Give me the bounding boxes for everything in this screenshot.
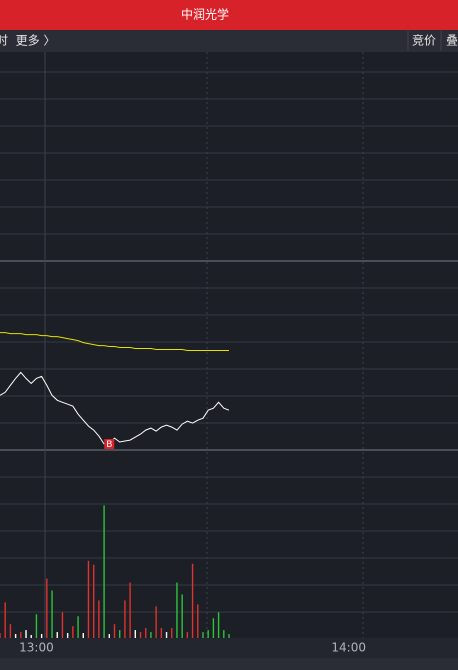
volume-bar — [129, 582, 131, 638]
x-tick-label: 13:00 — [19, 641, 54, 655]
volume-bar — [191, 563, 194, 638]
volume-bar — [103, 505, 105, 638]
volume-bar — [197, 604, 199, 638]
volume-bar — [61, 612, 64, 638]
volume-bar — [165, 632, 168, 638]
auction-button[interactable]: 竞价 — [412, 34, 436, 48]
volume-bar — [181, 594, 183, 638]
volume-bar — [124, 600, 126, 638]
bottom-strip — [0, 658, 458, 670]
volume-bar — [56, 632, 58, 638]
volume-bar — [223, 630, 225, 638]
volume-bar — [155, 606, 157, 638]
title-bar — [0, 0, 458, 30]
volume-bar — [171, 628, 173, 638]
volume-bar — [82, 633, 84, 638]
stock-title: 中润光学 — [181, 7, 229, 22]
volume-bar — [98, 600, 100, 638]
volume-bar — [108, 634, 110, 638]
volume-bar — [150, 632, 152, 638]
volume-bar — [145, 628, 147, 638]
volume-bar — [4, 602, 6, 638]
volume-bar — [176, 582, 178, 638]
volume-bar — [134, 630, 137, 638]
volume-bar — [139, 632, 142, 638]
x-tick-label: 14:00 — [331, 641, 366, 655]
volume-bar — [217, 612, 220, 638]
volume-bar — [72, 626, 74, 638]
volume-bar — [113, 624, 116, 638]
time-axis — [0, 638, 458, 658]
volume-bar — [25, 630, 27, 638]
volume-bar — [30, 635, 32, 638]
volume-bar — [40, 634, 43, 638]
volume-bar — [202, 632, 204, 638]
toolbar — [0, 30, 458, 52]
volume-bar — [14, 634, 17, 638]
volume-bar — [228, 634, 230, 638]
volume-bar — [35, 614, 38, 638]
overlay-button[interactable]: 叠 — [446, 34, 458, 48]
buy-marker — [104, 439, 115, 450]
volume-bar — [160, 628, 163, 638]
price-line — [0, 371, 230, 445]
price-line — [0, 332, 229, 351]
volume-bar — [87, 560, 90, 638]
volume-bar — [66, 633, 69, 638]
buy-marker-label: B — [106, 440, 112, 450]
volume-bar — [119, 630, 121, 638]
volume-bar — [186, 632, 189, 638]
volume-bar — [207, 630, 209, 638]
toolbar-more[interactable]: 时 更多 〉 — [0, 34, 55, 48]
volume-bar — [51, 590, 53, 638]
volume-bar — [92, 564, 95, 638]
volume-bar — [9, 624, 12, 638]
volume-bar — [20, 632, 22, 638]
volume-bar — [212, 618, 215, 638]
volume-bar — [0, 633, 1, 638]
volume-bar — [46, 578, 48, 638]
volume-bar — [77, 616, 79, 638]
